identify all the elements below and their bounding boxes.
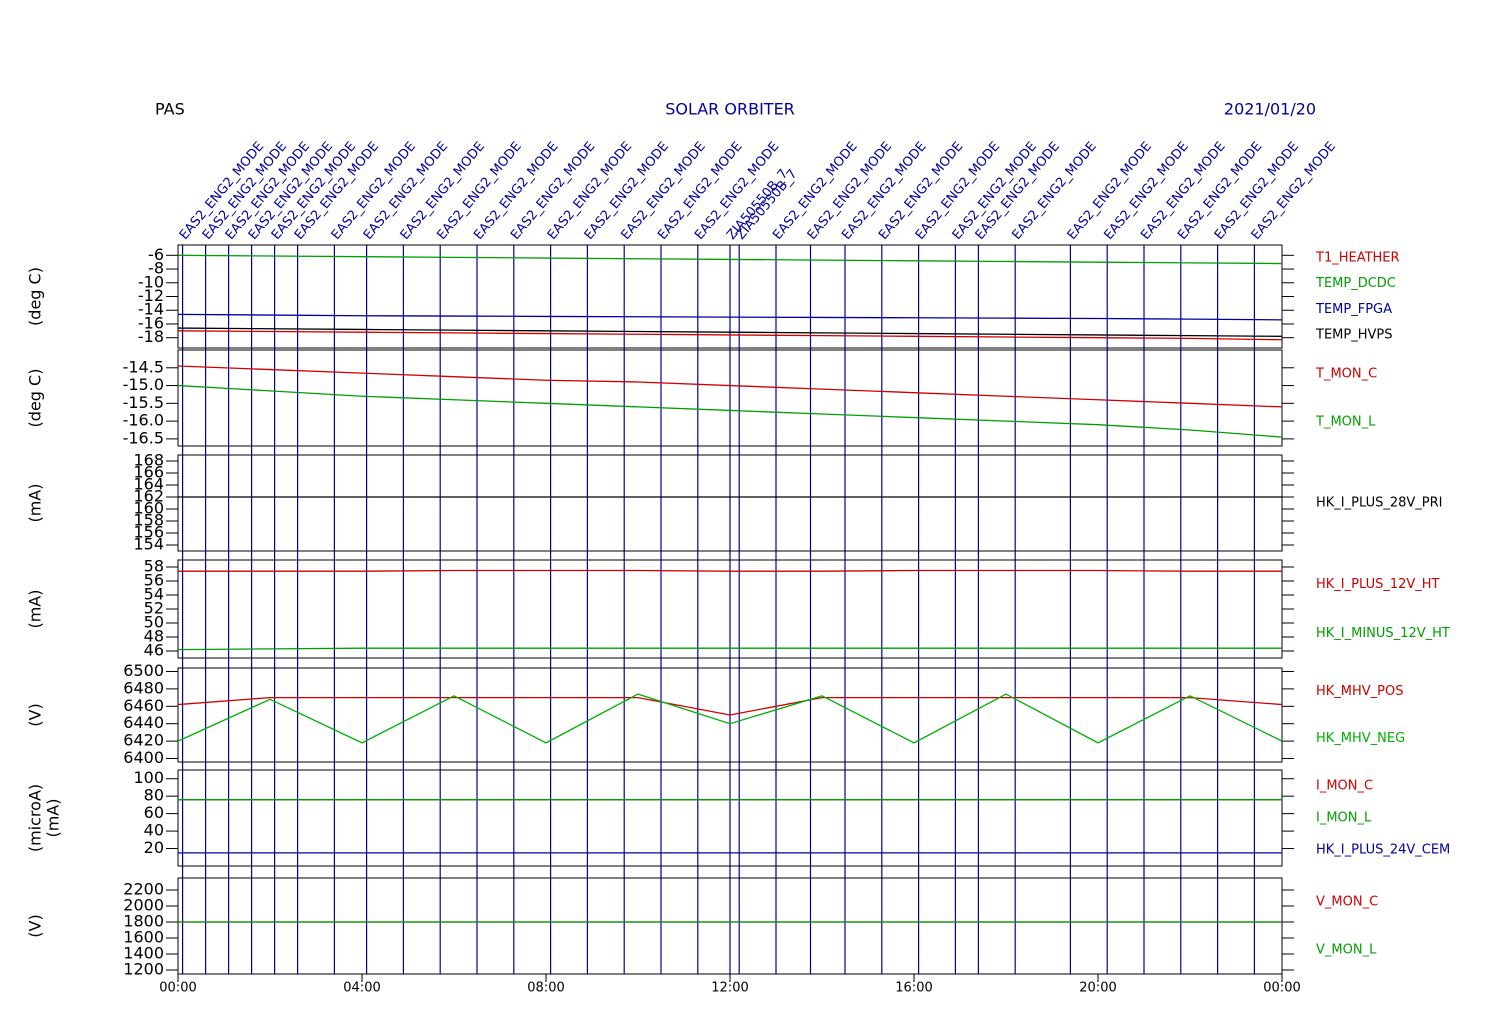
y-axis-label: (V) bbox=[26, 703, 45, 726]
y-tick-label: 6480 bbox=[123, 678, 164, 697]
y-tick-label: 6420 bbox=[123, 731, 164, 750]
y-tick-label: -15.5 bbox=[123, 393, 164, 412]
legend-entry: T_MON_L bbox=[1315, 415, 1376, 430]
y-tick-label: 48 bbox=[144, 627, 164, 646]
legend-entry: HK_MHV_NEG bbox=[1316, 731, 1405, 746]
y-axis-label: (V) bbox=[26, 914, 45, 937]
y-axis-label: (mA) bbox=[26, 589, 45, 628]
y-tick-label: 1600 bbox=[123, 928, 164, 947]
legend-entry: HK_MHV_POS bbox=[1316, 684, 1404, 699]
panel-frame bbox=[177, 454, 1283, 552]
y-tick-label: 46 bbox=[144, 641, 164, 660]
y-tick-label: 6440 bbox=[123, 713, 164, 732]
legend-entry: TEMP_DCDC bbox=[1315, 276, 1396, 291]
panel-frame bbox=[177, 667, 1283, 763]
series-line bbox=[177, 313, 1283, 321]
chart-subtitle: SOLAR ORBITER bbox=[665, 100, 795, 119]
y-tick-label: -6 bbox=[148, 245, 164, 264]
y-tick-label: -16.5 bbox=[123, 428, 164, 447]
chart-title: PAS bbox=[155, 100, 185, 119]
y-tick-label: 1800 bbox=[123, 912, 164, 931]
y-tick-label: 40 bbox=[144, 821, 164, 840]
chart-date: 2021/01/20 bbox=[1224, 100, 1316, 119]
y-tick-label: 154 bbox=[133, 535, 164, 554]
y-tick-label: 54 bbox=[144, 585, 164, 604]
x-tick-label: 04:00 bbox=[343, 981, 380, 996]
y-tick-label: 50 bbox=[144, 613, 164, 632]
series-line bbox=[177, 693, 1283, 744]
series-line bbox=[177, 330, 1283, 341]
legend-entry: T1_HEATHER bbox=[1315, 250, 1400, 265]
y-tick-label: 166 bbox=[133, 463, 164, 482]
y-tick-label: 160 bbox=[133, 499, 164, 518]
panel-frame bbox=[177, 349, 1283, 447]
y-tick-label: -16 bbox=[138, 313, 164, 332]
series-line bbox=[177, 384, 1283, 438]
y-tick-label: -10 bbox=[138, 272, 164, 291]
y-tick-label: 2000 bbox=[123, 896, 164, 915]
panel-frame bbox=[177, 769, 1283, 867]
series-line bbox=[177, 696, 1283, 716]
x-tick-label: 00:00 bbox=[159, 981, 196, 996]
y-tick-label: 168 bbox=[133, 451, 164, 470]
series-line bbox=[178, 569, 1282, 572]
x-tick-label: 20:00 bbox=[1079, 981, 1116, 996]
y-axis-label: (deg C) bbox=[26, 267, 45, 326]
y-tick-label: -12 bbox=[138, 286, 164, 305]
legend-entry: T_MON_C bbox=[1315, 367, 1377, 382]
y-tick-label: 6400 bbox=[123, 748, 164, 767]
legend-entry: HK_I_PLUS_12V_HT bbox=[1316, 577, 1440, 592]
x-tick-label: 00:00 bbox=[1263, 981, 1300, 996]
x-tick-label: 12:00 bbox=[711, 981, 748, 996]
y-tick-label: 2200 bbox=[123, 880, 164, 899]
y-tick-label: 20 bbox=[144, 838, 164, 857]
y-axis-label: (deg C) bbox=[26, 369, 45, 428]
series-line bbox=[177, 254, 1283, 265]
x-tick-label: 08:00 bbox=[527, 981, 564, 996]
y-tick-label: -18 bbox=[138, 327, 164, 346]
y-axis-label: (microA) bbox=[26, 784, 45, 852]
legend-entry: HK_I_PLUS_24V_CEM bbox=[1316, 843, 1450, 858]
y-tick-label: -14.5 bbox=[123, 357, 164, 376]
y-tick-label: -8 bbox=[148, 259, 164, 278]
y-tick-label: 52 bbox=[144, 599, 164, 618]
y-tick-label: 162 bbox=[133, 487, 164, 506]
y-tick-label: 1400 bbox=[123, 944, 164, 963]
legend-entry: I_MON_C bbox=[1316, 779, 1373, 794]
legend-entry: TEMP_HVPS bbox=[1315, 328, 1392, 343]
legend-entry: V_MON_L bbox=[1316, 943, 1377, 958]
y-tick-label: -16.0 bbox=[123, 411, 164, 430]
legend-entry: V_MON_C bbox=[1316, 895, 1378, 910]
legend-entry: HK_I_MINUS_12V_HT bbox=[1316, 626, 1450, 641]
y-tick-label: 6500 bbox=[123, 661, 164, 680]
series-line bbox=[177, 365, 1283, 408]
x-tick-label: 16:00 bbox=[895, 981, 932, 996]
series-line bbox=[177, 647, 1282, 651]
y-tick-label: 6460 bbox=[123, 696, 164, 715]
y-tick-label: 80 bbox=[144, 786, 164, 805]
y-tick-label: -15.0 bbox=[123, 375, 164, 394]
y-tick-label: -14 bbox=[138, 300, 164, 319]
y-tick-label: 156 bbox=[133, 523, 164, 542]
y-axis-label: (mA) bbox=[26, 483, 45, 522]
legend-entry: TEMP_FPGA bbox=[1315, 302, 1392, 317]
y-axis-label: (mA) bbox=[44, 798, 63, 837]
legend-entry: I_MON_L bbox=[1316, 811, 1372, 826]
y-tick-label: 58 bbox=[144, 557, 164, 576]
y-tick-label: 100 bbox=[133, 768, 164, 787]
y-tick-label: 1200 bbox=[123, 960, 164, 979]
y-tick-label: 56 bbox=[144, 571, 164, 590]
y-tick-label: 60 bbox=[144, 803, 164, 822]
legend-entry: HK_I_PLUS_28V_PRI bbox=[1316, 496, 1442, 511]
series-line bbox=[177, 327, 1283, 337]
y-tick-label: 158 bbox=[133, 511, 164, 530]
y-tick-label: 164 bbox=[133, 475, 164, 494]
